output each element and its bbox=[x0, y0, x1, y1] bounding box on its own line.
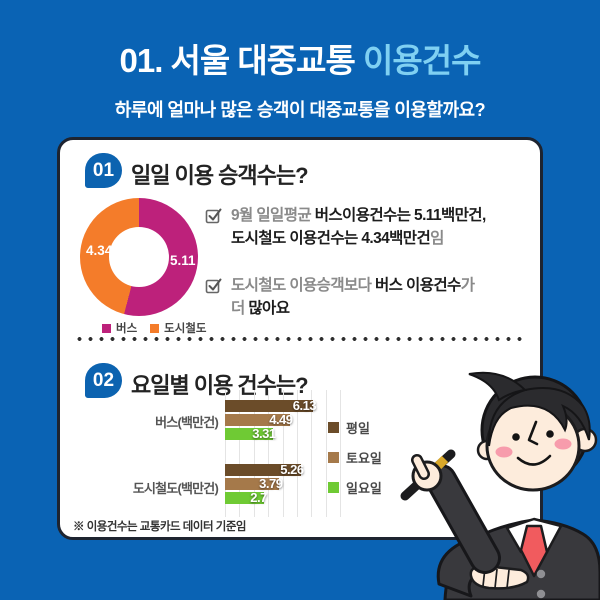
ear-right-icon bbox=[572, 427, 598, 453]
page-header: 01. 서울 대중교통 이용건수 하루에 얼마나 많은 승객이 대중교통을 이용… bbox=[0, 34, 600, 122]
note-daily-average: 9월 일일평균 버스이용건수는 5.11백만건, 도시철도 이용건수는 4.34… bbox=[205, 204, 535, 250]
section1-badge: 01 bbox=[85, 153, 122, 188]
page-title-accent: 이용건수 bbox=[363, 42, 481, 79]
bus-swatch-icon bbox=[102, 323, 111, 333]
legend-label-sunday: 일요일 bbox=[346, 481, 382, 496]
gridline bbox=[239, 390, 241, 517]
blush-right bbox=[554, 438, 572, 450]
section2-heading: 요일별 이용 건수는? bbox=[131, 373, 309, 398]
gridline bbox=[282, 390, 284, 517]
note1-line2-regular: 임 bbox=[430, 230, 444, 247]
page-subtitle: 하루에 얼마나 많은 승객이 대중교통을 이용할까요? bbox=[114, 100, 486, 120]
page-title: 01. 서울 대중교통 이용건수 bbox=[0, 34, 600, 82]
legend-label-bus: 버스 bbox=[116, 323, 138, 335]
note2-line1-regular2: 가 bbox=[460, 277, 475, 294]
bar-plot: 6.13 4.49 3.31 5.26 3.79 2.7 bbox=[225, 390, 341, 517]
note2-line1-bold: 버스 이용건수 bbox=[375, 277, 461, 294]
content-card: 01 일일 이용 승객수는? 5.11 4.34 버스 도시철도 9월 일일평균… bbox=[57, 137, 543, 540]
checkbox-checked-icon bbox=[205, 278, 222, 294]
sunday-swatch-icon bbox=[328, 482, 339, 493]
donut-hole bbox=[109, 227, 169, 287]
bar-value-label: 6.13 bbox=[292, 398, 317, 413]
bar-group: 5.26 3.79 2.7 bbox=[225, 462, 304, 506]
bar: 3.79 bbox=[225, 476, 283, 491]
legend-label-saturday: 토요일 bbox=[346, 451, 382, 466]
section1-heading: 일일 이용 승객수는? bbox=[131, 163, 309, 188]
legend-label-weekday: 평일 bbox=[346, 421, 370, 436]
bar-group: 6.13 4.49 3.31 bbox=[225, 398, 317, 442]
suit-button bbox=[536, 589, 546, 599]
note1-line1-bold: 버스이용건수는 5.11백만건, bbox=[314, 207, 487, 224]
gridline bbox=[296, 390, 298, 517]
checkbox-checked-icon bbox=[205, 208, 222, 224]
hip-hand bbox=[469, 564, 530, 590]
donut-legend: 버스 도시철도 bbox=[102, 320, 207, 336]
note2-line2-regular: 더 bbox=[231, 300, 249, 317]
bar-value-label: 5.26 bbox=[280, 462, 304, 477]
suit-button bbox=[536, 569, 546, 579]
bar: 2.7 bbox=[225, 490, 267, 505]
footnote: ※ 이용건수는 교통카드 데이터 기준임 bbox=[73, 521, 246, 533]
bar: 5.26 bbox=[225, 462, 304, 477]
note1-line1-regular: 9월 일일평균 bbox=[231, 207, 315, 224]
donut-value-bus: 5.11 bbox=[170, 253, 196, 268]
gridline bbox=[253, 390, 255, 517]
bar: 3.31 bbox=[225, 426, 276, 441]
legend-item-bus: 버스 bbox=[102, 320, 137, 336]
bar-value-label: 4.49 bbox=[269, 412, 293, 427]
gridline bbox=[311, 390, 313, 517]
donut-value-subway: 4.34 bbox=[86, 243, 113, 258]
weekday-swatch-icon bbox=[328, 422, 339, 433]
bar: 4.49 bbox=[225, 412, 293, 427]
eye-right-icon bbox=[546, 430, 554, 438]
legend-item-subway: 도시철도 bbox=[150, 320, 207, 336]
akimbo-sleeve bbox=[436, 536, 491, 598]
note1-line2-bold: 도시철도 이용건수는 4.34백만건 bbox=[231, 230, 431, 247]
legend-item-sunday: 일요일 bbox=[328, 478, 382, 497]
note2-line1-regular: 도시철도 이용승객보다 bbox=[231, 277, 376, 294]
note-text: 9월 일일평균 버스이용건수는 5.11백만건, 도시철도 이용건수는 4.34… bbox=[231, 204, 486, 250]
bar: 6.13 bbox=[225, 398, 317, 413]
note-bus-more: 도시철도 이용승객보다 버스 이용건수가 더 많아요 bbox=[205, 274, 535, 320]
bar-legend: 평일 토요일 일요일 bbox=[328, 418, 382, 497]
gridline bbox=[325, 390, 327, 517]
dotted-divider bbox=[74, 337, 528, 341]
legend-item-saturday: 토요일 bbox=[328, 448, 382, 467]
legend-item-weekday: 평일 bbox=[328, 418, 382, 437]
gridline bbox=[268, 390, 270, 517]
bar-value-label: 3.31 bbox=[252, 426, 276, 441]
hip-hand-fingers bbox=[482, 567, 510, 589]
category-label-subway: 도시철도(백만건) bbox=[132, 481, 219, 496]
note2-line2-bold: 많아요 bbox=[248, 300, 290, 317]
bar-value-label: 2.7 bbox=[250, 490, 267, 505]
legend-label-subway: 도시철도 bbox=[164, 323, 207, 335]
gridline bbox=[340, 390, 341, 517]
saturday-swatch-icon bbox=[328, 452, 339, 463]
section2-badge: 02 bbox=[85, 363, 122, 398]
donut-chart bbox=[80, 198, 198, 316]
category-label-bus: 버스(백만건) bbox=[155, 415, 219, 430]
subway-swatch-icon bbox=[150, 323, 160, 333]
bar-value-label: 3.79 bbox=[259, 476, 283, 491]
page-title-main: 01. 서울 대중교통 bbox=[119, 42, 364, 79]
note-text: 도시철도 이용승객보다 버스 이용건수가 더 많아요 bbox=[231, 274, 475, 320]
gridline bbox=[225, 390, 226, 517]
